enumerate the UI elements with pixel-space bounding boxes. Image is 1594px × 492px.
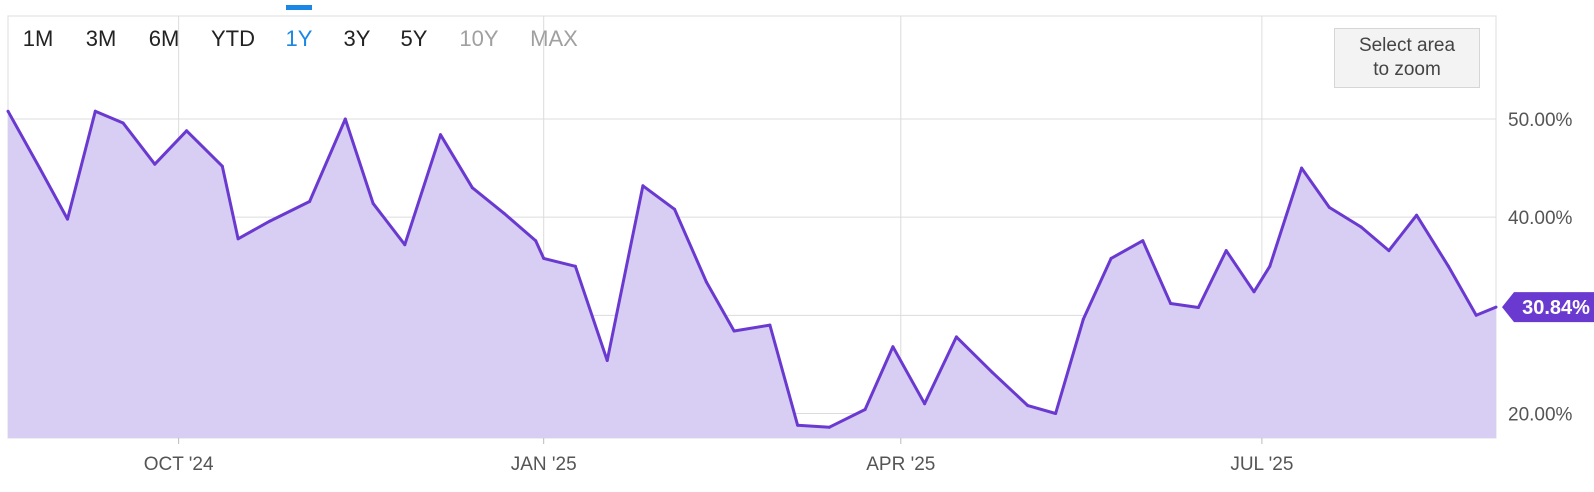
active-range-indicator <box>286 5 312 10</box>
x-tick-label: APR '25 <box>866 454 935 475</box>
data-point <box>6 109 10 113</box>
range-button-5y[interactable]: 5Y <box>401 26 428 51</box>
range-button-3y[interactable]: 3Y <box>344 26 371 51</box>
data-point <box>1474 313 1478 317</box>
last-value-badge: 30.84% <box>1502 292 1594 323</box>
data-point <box>121 121 125 125</box>
data-point <box>1109 256 1113 260</box>
data-point <box>1446 264 1450 268</box>
data-point <box>220 164 224 168</box>
data-point <box>1196 306 1200 309</box>
data-point <box>343 117 347 121</box>
data-point <box>1224 249 1228 253</box>
data-point <box>371 201 375 205</box>
data-point <box>185 129 189 133</box>
data-point <box>923 402 927 406</box>
data-point <box>704 280 708 284</box>
data-point <box>1026 404 1030 408</box>
data-point <box>796 423 800 427</box>
data-point <box>236 237 240 241</box>
data-point <box>268 219 272 223</box>
data-point <box>1494 305 1498 309</box>
range-button-3m[interactable]: 3M <box>86 26 117 51</box>
zoom-hint-text: Select area to zoom <box>1358 35 1456 80</box>
data-point <box>827 425 831 429</box>
data-point <box>470 186 474 190</box>
range-button-1m[interactable]: 1M <box>23 26 54 51</box>
data-point <box>502 211 506 215</box>
x-tick-label: JAN '25 <box>511 454 577 475</box>
range-button-10y: 10Y <box>459 26 498 51</box>
data-point <box>768 323 772 327</box>
data-point <box>66 217 69 221</box>
data-point <box>732 329 736 333</box>
data-point <box>1141 239 1145 243</box>
data-point <box>439 133 442 137</box>
data-point <box>673 207 677 211</box>
y-tick-label: 40.00% <box>1508 208 1573 229</box>
data-point <box>93 109 97 113</box>
select-area-to-zoom-hint[interactable]: Select area to zoom <box>1334 28 1480 88</box>
range-button-6m[interactable]: 6M <box>149 26 180 51</box>
data-point <box>1169 302 1173 305</box>
data-point <box>403 243 407 247</box>
last-value-badge-shape <box>1502 292 1594 323</box>
data-point <box>1054 412 1058 415</box>
data-point <box>1252 290 1256 294</box>
data-point <box>534 239 538 243</box>
series-layer <box>6 109 1498 438</box>
x-tick-label: JUL '25 <box>1230 454 1293 475</box>
data-point <box>605 359 609 362</box>
data-point <box>542 256 546 260</box>
data-point <box>573 264 577 268</box>
data-point <box>1327 205 1331 209</box>
range-selector[interactable]: 1M 3M 6M YTD 1Y 3Y 5Y 10Y MAX <box>23 5 578 51</box>
data-point <box>641 184 645 188</box>
data-point <box>1268 264 1272 268</box>
range-button-ytd[interactable]: YTD <box>211 26 255 51</box>
data-point <box>1359 225 1363 229</box>
data-point <box>1081 317 1085 321</box>
axes: 20.00% 40.00% 50.00% OCT '24 JAN '25 APR '25 J… <box>144 110 1573 475</box>
x-tick-label: OCT '24 <box>144 454 214 475</box>
last-value-label: 30.84% <box>1522 297 1590 319</box>
data-point <box>153 162 157 166</box>
data-point <box>1300 166 1304 170</box>
series-area <box>8 111 1496 438</box>
data-point <box>891 345 895 349</box>
data-point <box>1387 249 1391 253</box>
data-point <box>308 200 312 203</box>
range-button-max: MAX <box>530 26 578 51</box>
data-point <box>38 166 42 170</box>
data-point <box>863 408 867 411</box>
range-button-1y[interactable]: 1Y <box>286 26 313 51</box>
y-tick-label: 20.00% <box>1508 404 1573 425</box>
data-point <box>954 335 958 339</box>
y-tick-label: 50.00% <box>1508 110 1573 131</box>
data-point <box>990 370 994 374</box>
data-point <box>1415 213 1419 217</box>
